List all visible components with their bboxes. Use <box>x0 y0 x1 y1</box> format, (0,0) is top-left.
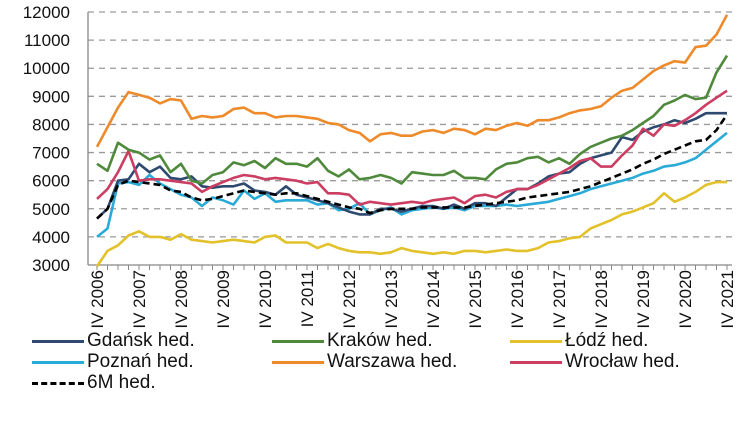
series-line-kraków <box>96 54 729 185</box>
x-tick-label: IV 2007 <box>130 270 149 329</box>
x-tick-label: IV 2020 <box>676 270 695 329</box>
y-tick-label: 10000 <box>23 59 70 78</box>
x-tick-label: IV 2018 <box>592 270 611 329</box>
y-tick-label: 7000 <box>32 144 70 163</box>
x-tick-label: IV 2016 <box>508 270 527 329</box>
y-tick-label: 8000 <box>32 115 70 134</box>
x-tick-label: IV 2012 <box>340 270 359 329</box>
x-tick-label: IV 2015 <box>466 270 485 329</box>
x-tick-label: IV 2019 <box>634 270 653 329</box>
x-tick-label: IV 2017 <box>550 270 569 329</box>
series-line-poznań <box>96 131 728 238</box>
x-tick-label: IV 2009 <box>214 270 233 329</box>
x-tick-label: IV 2013 <box>382 270 401 329</box>
x-tick-label: IV 2006 <box>88 270 107 329</box>
x-tick-label: IV 2011 <box>298 270 317 327</box>
series-line-6m <box>96 113 729 220</box>
y-tick-label: 4000 <box>32 228 70 247</box>
y-tick-label: 5000 <box>32 200 70 219</box>
x-tick-label: IV 2021 <box>718 270 737 329</box>
series-line-warszawa <box>95 14 729 148</box>
x-tick-label: IV 2010 <box>256 270 275 329</box>
y-tick-label: 6000 <box>32 172 70 191</box>
y-tick-label: 9000 <box>32 87 70 106</box>
series-line-łódź <box>95 180 727 268</box>
y-tick-label: 3000 <box>32 256 70 275</box>
y-tick-label: 11000 <box>24 31 70 50</box>
x-tick-label: IV 2008 <box>172 270 191 329</box>
series-line-wrocław <box>96 89 728 206</box>
y-tick-label: 12000 <box>23 3 70 22</box>
x-tick-label: IV 2014 <box>424 270 443 329</box>
